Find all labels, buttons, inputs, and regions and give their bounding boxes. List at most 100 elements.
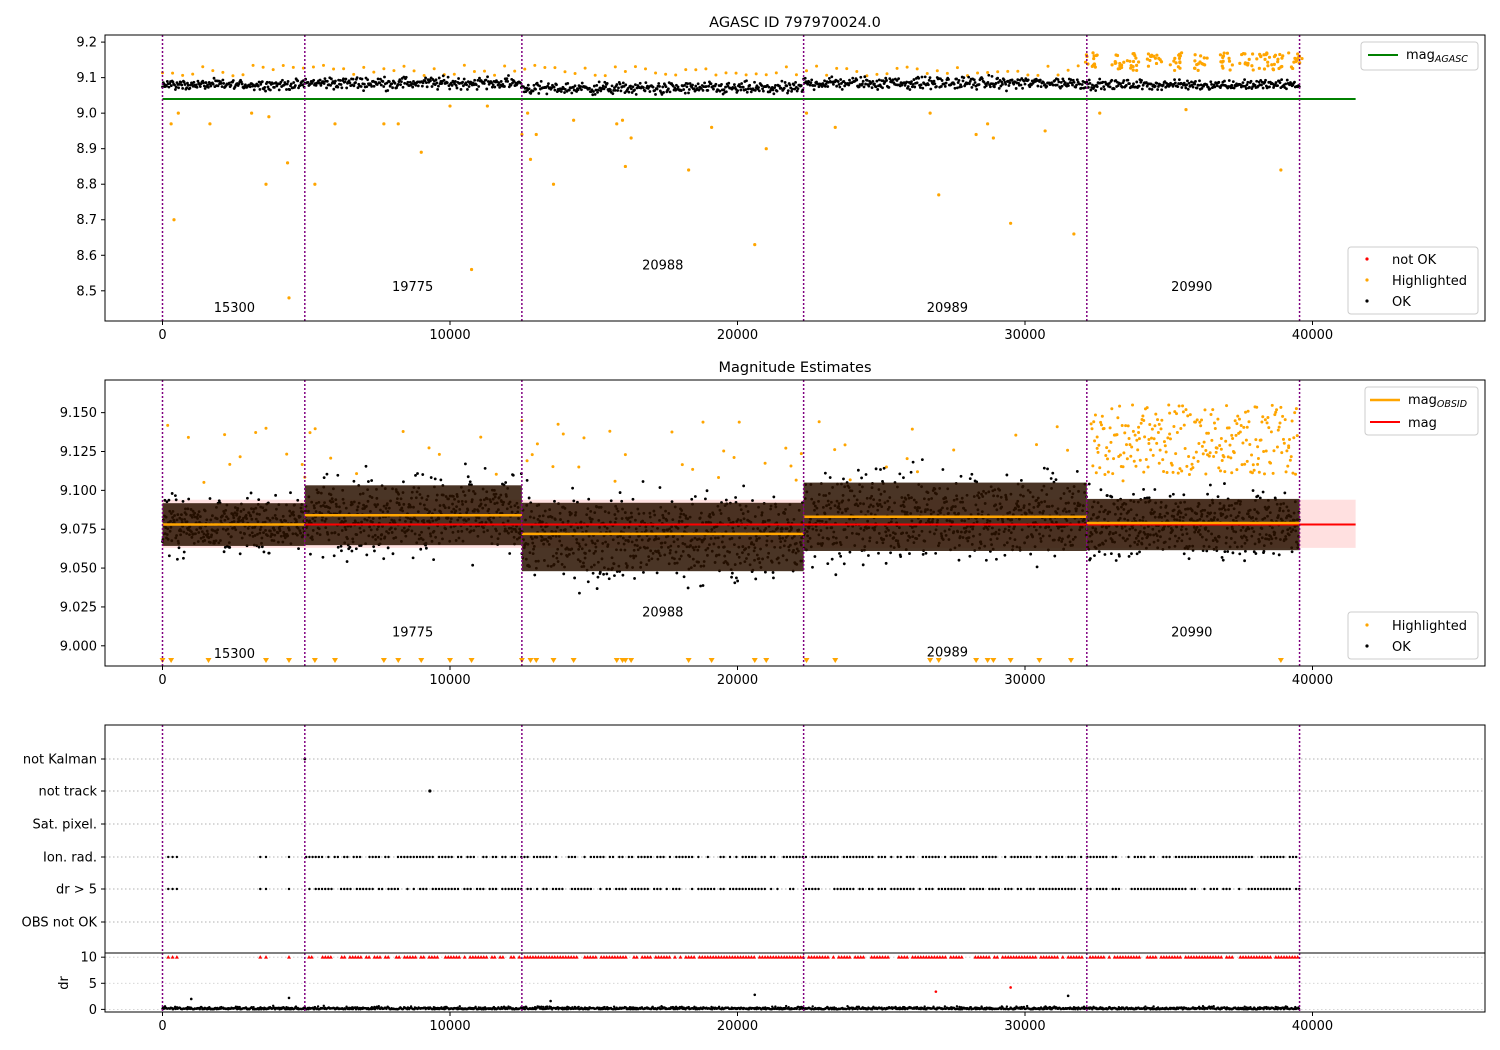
ok-point — [688, 82, 692, 85]
highlighted-point — [1245, 425, 1249, 429]
highlighted-point — [1296, 52, 1300, 56]
ok-point — [1054, 478, 1058, 482]
ok-point — [446, 75, 450, 79]
highlighted-point — [1009, 221, 1013, 225]
highlighted-point — [251, 63, 255, 67]
ok-point — [641, 480, 645, 483]
ok-point — [1087, 78, 1091, 82]
ok-point — [425, 85, 429, 89]
highlighted-point — [1204, 472, 1208, 476]
ok-point — [1208, 87, 1212, 91]
ok-point — [908, 552, 911, 555]
highlighted-point — [1184, 408, 1188, 412]
ok-point — [701, 88, 705, 92]
ok-point — [1094, 89, 1098, 92]
ok-point — [260, 80, 264, 84]
highlighted-point — [1272, 62, 1276, 67]
ok-point — [393, 81, 397, 85]
ok-point — [757, 86, 760, 89]
highlighted-point — [1266, 64, 1270, 68]
highlighted-point — [1006, 69, 1010, 73]
ok-point — [1112, 87, 1116, 91]
ok-point — [864, 82, 868, 86]
highlighted-point — [462, 63, 466, 67]
highlighted-point — [483, 69, 486, 73]
highlighted-point — [644, 67, 647, 71]
ok-point — [1261, 86, 1265, 90]
highlighted-point — [1159, 60, 1164, 64]
ok-point — [391, 86, 394, 90]
ok-point — [1075, 78, 1079, 82]
highlighted-point — [1097, 443, 1101, 447]
highlighted-point — [191, 72, 195, 76]
ok-point — [424, 546, 428, 550]
highlighted-point — [1276, 60, 1280, 64]
ok-point — [539, 79, 543, 83]
est-ok-legend-marker — [1365, 644, 1369, 648]
ok-point — [1019, 83, 1023, 87]
ok-point — [1184, 86, 1188, 90]
ok-point — [691, 83, 694, 87]
ok-point — [984, 558, 988, 562]
ok-point — [736, 579, 740, 583]
ok-point — [794, 80, 797, 84]
highlighted-point — [493, 73, 497, 77]
ok-point — [390, 82, 394, 86]
highlighted-point — [1131, 65, 1135, 69]
highlighted-point — [238, 455, 242, 459]
highlighted-point — [928, 111, 932, 115]
ok-point — [1208, 483, 1212, 487]
ok-point — [1182, 552, 1186, 556]
ok-point — [915, 81, 919, 85]
ok-point — [420, 84, 424, 88]
highlighted-point — [905, 457, 909, 461]
ok-point — [1127, 554, 1131, 558]
ok-point — [651, 85, 655, 89]
ok-point — [654, 93, 657, 96]
ok-point — [1046, 467, 1049, 471]
ok-point — [336, 545, 340, 549]
ok-point — [545, 92, 549, 96]
highlighted-point — [1235, 468, 1239, 472]
ok-point — [1186, 87, 1190, 91]
ok-point — [621, 573, 625, 577]
highlighted-point — [1183, 447, 1187, 451]
highlighted-point — [1234, 433, 1238, 437]
highlighted-point — [300, 462, 304, 466]
ok-point — [861, 79, 865, 83]
ok-point — [379, 77, 382, 81]
ok-point — [466, 88, 469, 91]
highlighted-point — [1277, 425, 1281, 429]
highlighted-point — [701, 420, 705, 424]
ok-point — [578, 591, 581, 595]
highlighted-point — [1237, 417, 1241, 421]
highlighted-point — [613, 65, 617, 69]
ok-point — [362, 89, 365, 93]
highlighted-point — [1173, 68, 1177, 73]
ok-point — [1122, 79, 1126, 82]
highlighted-point — [763, 461, 767, 465]
ok-point — [508, 552, 512, 555]
agasc-panel: AGASC ID 797970024.0 0 10000 20000 30000 400… — [76, 15, 1486, 343]
ok-point — [1278, 81, 1282, 85]
ok-point — [631, 85, 635, 89]
below-range-marker — [1007, 658, 1014, 663]
highlighted-point — [664, 72, 668, 76]
below-range-marker — [751, 658, 758, 663]
highlighted-point — [285, 161, 290, 165]
highlighted-point — [764, 147, 768, 151]
highlighted-point — [1173, 410, 1177, 414]
highlighted-point — [623, 69, 627, 73]
ok-point — [740, 82, 744, 85]
ok-point — [772, 92, 776, 96]
ok-point — [773, 86, 777, 90]
ok-point — [365, 553, 369, 557]
ok-point — [1132, 492, 1135, 496]
ok-point — [432, 558, 436, 562]
highlighted-point — [313, 182, 317, 186]
ok-point — [616, 89, 620, 92]
highlighted-point — [935, 69, 939, 73]
highlighted-point — [1279, 405, 1283, 409]
ok-point — [724, 498, 728, 502]
highlighted-point — [355, 472, 359, 476]
